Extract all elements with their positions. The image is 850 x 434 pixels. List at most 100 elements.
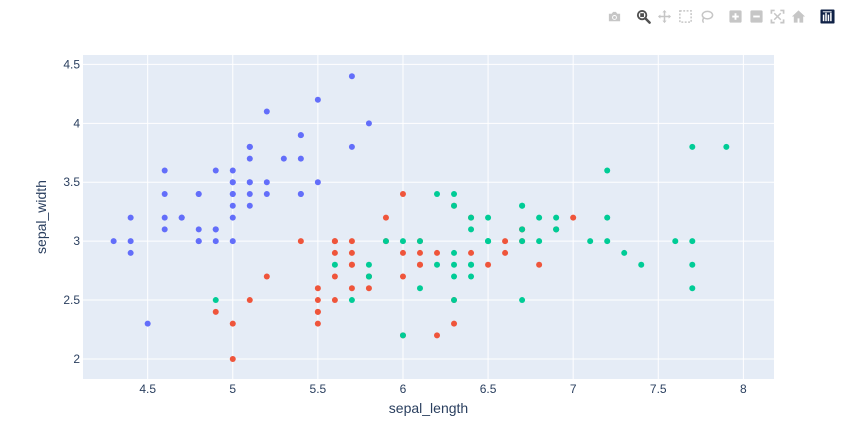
scatter-point[interactable] xyxy=(127,238,134,245)
scatter-point[interactable] xyxy=(331,238,338,245)
scatter-point[interactable] xyxy=(451,297,458,304)
scatter-point[interactable] xyxy=(314,320,321,327)
scatter-point[interactable] xyxy=(434,191,441,198)
scatter-point[interactable] xyxy=(365,273,372,280)
scatter-point[interactable] xyxy=(229,167,236,174)
plot-area[interactable] xyxy=(83,55,774,379)
scatter-point[interactable] xyxy=(416,238,423,245)
scatter-point[interactable] xyxy=(331,249,338,256)
zoom-out-icon[interactable] xyxy=(748,7,766,25)
scatter-point[interactable] xyxy=(519,238,526,245)
scatter-point[interactable] xyxy=(536,214,543,221)
scatter-point[interactable] xyxy=(263,179,270,186)
scatter-point[interactable] xyxy=(416,261,423,268)
scatter-point[interactable] xyxy=(382,238,389,245)
scatter-point[interactable] xyxy=(229,202,236,209)
scatter-point[interactable] xyxy=(297,238,304,245)
scatter-point[interactable] xyxy=(451,320,458,327)
scatter-point[interactable] xyxy=(451,249,458,256)
zoom-icon[interactable] xyxy=(635,7,653,25)
scatter-point[interactable] xyxy=(604,214,611,221)
scatter-point[interactable] xyxy=(161,191,168,198)
scatter-point[interactable] xyxy=(468,214,475,221)
scatter-point[interactable] xyxy=(212,238,219,245)
scatter-point[interactable] xyxy=(263,108,270,115)
scatter-point[interactable] xyxy=(416,285,423,292)
scatter-point[interactable] xyxy=(434,332,441,339)
scatter-point[interactable] xyxy=(178,214,185,221)
scatter-point[interactable] xyxy=(348,297,355,304)
scatter-point[interactable] xyxy=(689,261,696,268)
scatter-point[interactable] xyxy=(161,214,168,221)
scatter-point[interactable] xyxy=(399,249,406,256)
scatter-point[interactable] xyxy=(229,191,236,198)
scatter-point[interactable] xyxy=(246,143,253,150)
scatter-point[interactable] xyxy=(434,261,441,268)
scatter-point[interactable] xyxy=(212,226,219,233)
scatter-point[interactable] xyxy=(553,226,560,233)
scatter-point[interactable] xyxy=(672,238,679,245)
scatter-point[interactable] xyxy=(468,261,475,268)
scatter-point[interactable] xyxy=(519,226,526,233)
scatter-point[interactable] xyxy=(638,261,645,268)
scatter-point[interactable] xyxy=(502,238,509,245)
autoscale-icon[interactable] xyxy=(769,7,787,25)
scatter-point[interactable] xyxy=(365,285,372,292)
scatter-point[interactable] xyxy=(348,261,355,268)
scatter-point[interactable] xyxy=(519,297,526,304)
pan-icon[interactable] xyxy=(656,7,674,25)
scatter-point[interactable] xyxy=(621,249,628,256)
lasso-select-icon[interactable] xyxy=(698,7,716,25)
scatter-point[interactable] xyxy=(246,191,253,198)
scatter-point[interactable] xyxy=(127,214,134,221)
scatter-point[interactable] xyxy=(416,249,423,256)
scatter-point[interactable] xyxy=(399,238,406,245)
scatter-point[interactable] xyxy=(604,238,611,245)
scatter-point[interactable] xyxy=(485,238,492,245)
scatter-point[interactable] xyxy=(348,143,355,150)
scatter-point[interactable] xyxy=(314,308,321,315)
scatter-point[interactable] xyxy=(468,226,475,233)
scatter-point[interactable] xyxy=(110,238,117,245)
scatter-point[interactable] xyxy=(604,167,611,174)
scatter-point[interactable] xyxy=(365,120,372,127)
scatter-point[interactable] xyxy=(229,320,236,327)
scatter-point[interactable] xyxy=(195,238,202,245)
reset-axes-icon[interactable] xyxy=(790,7,808,25)
scatter-point[interactable] xyxy=(263,191,270,198)
scatter-point[interactable] xyxy=(348,73,355,80)
scatter-point[interactable] xyxy=(485,214,492,221)
scatter-point[interactable] xyxy=(519,202,526,209)
scatter-point[interactable] xyxy=(297,155,304,162)
scatter-point[interactable] xyxy=(229,179,236,186)
scatter-point[interactable] xyxy=(229,214,236,221)
scatter-point[interactable] xyxy=(382,214,389,221)
scatter-point[interactable] xyxy=(127,249,134,256)
scatter-point[interactable] xyxy=(297,191,304,198)
zoom-in-icon[interactable] xyxy=(727,7,745,25)
scatter-point[interactable] xyxy=(212,308,219,315)
scatter-point[interactable] xyxy=(451,261,458,268)
scatter-point[interactable] xyxy=(399,273,406,280)
scatter-point[interactable] xyxy=(297,132,304,139)
scatter-point[interactable] xyxy=(314,179,321,186)
scatter-point[interactable] xyxy=(348,285,355,292)
scatter-point[interactable] xyxy=(161,226,168,233)
scatter-point[interactable] xyxy=(229,238,236,245)
scatter-point[interactable] xyxy=(587,238,594,245)
scatter-point[interactable] xyxy=(212,297,219,304)
scatter-point[interactable] xyxy=(365,261,372,268)
scatter-point[interactable] xyxy=(246,297,253,304)
scatter-point[interactable] xyxy=(553,214,560,221)
scatter-point[interactable] xyxy=(399,332,406,339)
scatter-point[interactable] xyxy=(468,249,475,256)
scatter-point[interactable] xyxy=(246,202,253,209)
scatter-point[interactable] xyxy=(161,167,168,174)
scatter-point[interactable] xyxy=(451,191,458,198)
scatter-point[interactable] xyxy=(212,167,219,174)
scatter-point[interactable] xyxy=(485,261,492,268)
scatter-point[interactable] xyxy=(468,273,475,280)
scatter-point[interactable] xyxy=(331,261,338,268)
scatter-point[interactable] xyxy=(536,261,543,268)
scatter-point[interactable] xyxy=(246,179,253,186)
